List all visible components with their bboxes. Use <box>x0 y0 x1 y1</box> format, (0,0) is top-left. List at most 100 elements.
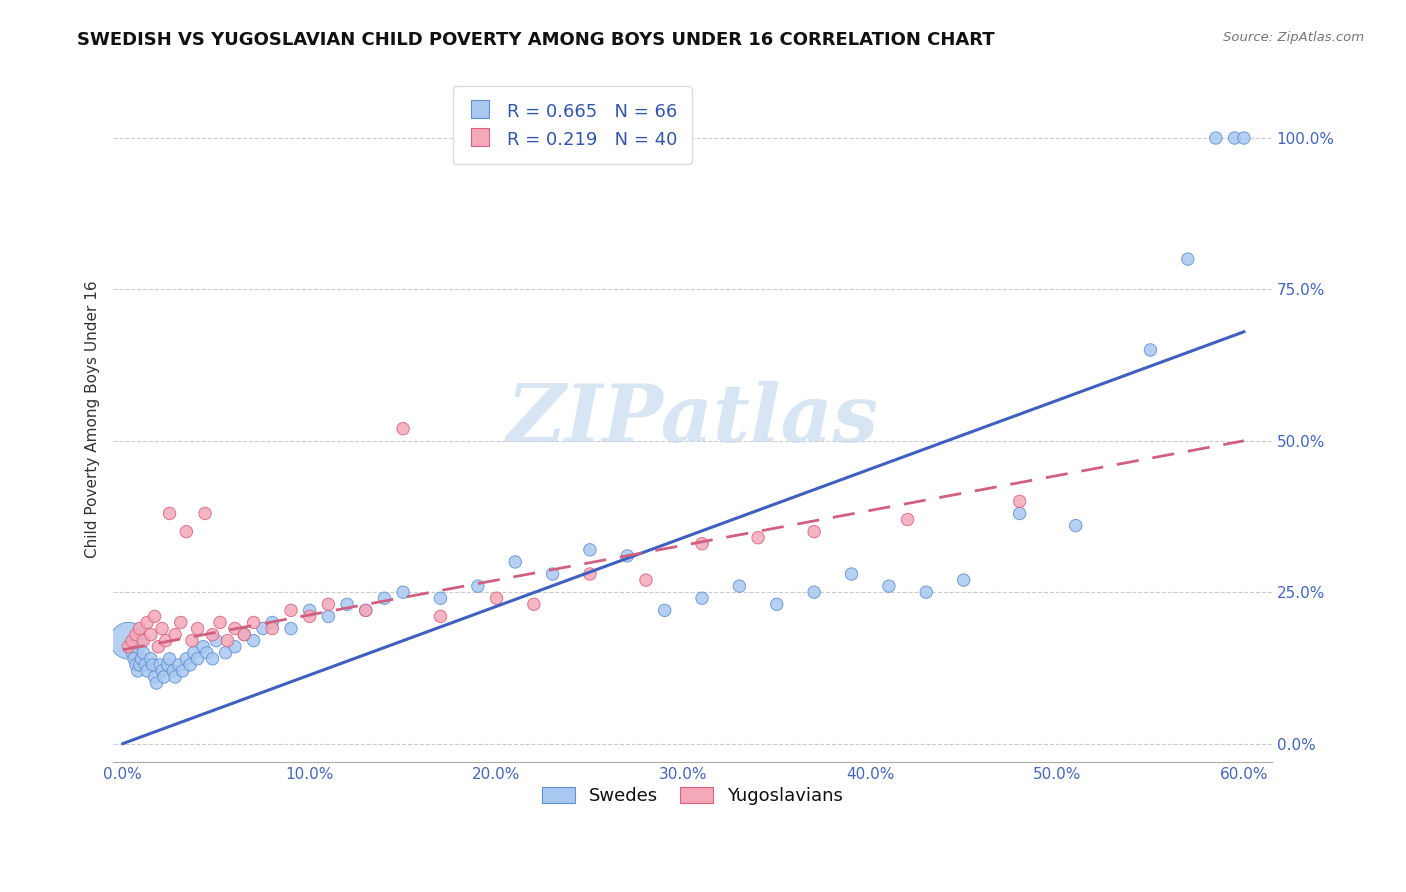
Point <box>429 591 451 606</box>
Point <box>1223 131 1246 145</box>
Point <box>155 633 177 648</box>
Point <box>131 652 153 666</box>
Point <box>132 633 155 648</box>
Text: Source: ZipAtlas.com: Source: ZipAtlas.com <box>1223 31 1364 45</box>
Point <box>148 640 170 654</box>
Point <box>153 670 176 684</box>
Point <box>1008 507 1031 521</box>
Point <box>252 622 274 636</box>
Point <box>162 664 184 678</box>
Point <box>205 633 228 648</box>
Point <box>150 622 173 636</box>
Point <box>318 609 340 624</box>
Point <box>354 603 377 617</box>
Point <box>176 652 198 666</box>
Text: ZIPatlas: ZIPatlas <box>506 381 879 458</box>
Point <box>208 615 231 630</box>
Point <box>1008 494 1031 508</box>
Point <box>150 664 173 678</box>
Point <box>156 657 179 672</box>
Point <box>392 585 415 599</box>
Point <box>298 603 321 617</box>
Point <box>373 591 395 606</box>
Point <box>877 579 900 593</box>
Y-axis label: Child Poverty Among Boys Under 16: Child Poverty Among Boys Under 16 <box>86 281 100 558</box>
Point <box>125 627 148 641</box>
Point <box>201 627 224 641</box>
Point <box>149 657 172 672</box>
Point <box>233 627 256 641</box>
Point <box>143 670 166 684</box>
Point <box>176 524 198 539</box>
Point <box>187 622 209 636</box>
Point <box>122 652 145 666</box>
Point <box>128 657 150 672</box>
Point <box>336 597 359 611</box>
Point <box>194 507 217 521</box>
Point <box>242 615 264 630</box>
Point <box>541 567 564 582</box>
Point <box>201 652 224 666</box>
Point <box>952 573 974 587</box>
Point <box>523 597 546 611</box>
Point <box>318 597 340 611</box>
Point <box>172 664 194 678</box>
Point <box>159 652 181 666</box>
Point <box>1205 131 1227 145</box>
Point <box>179 657 201 672</box>
Point <box>242 633 264 648</box>
Point <box>747 531 769 545</box>
Point <box>298 609 321 624</box>
Point <box>159 507 181 521</box>
Point <box>193 640 215 654</box>
Point <box>181 633 204 648</box>
Point <box>803 524 825 539</box>
Legend: Swedes, Yugoslavians: Swedes, Yugoslavians <box>533 778 852 814</box>
Point <box>262 615 284 630</box>
Point <box>467 579 489 593</box>
Point <box>214 646 236 660</box>
Point <box>167 657 190 672</box>
Point <box>187 652 209 666</box>
Point <box>136 615 159 630</box>
Point <box>165 627 187 641</box>
Point <box>128 622 150 636</box>
Point <box>233 627 256 641</box>
Point <box>139 627 162 641</box>
Point <box>503 555 526 569</box>
Point <box>896 512 918 526</box>
Point <box>765 597 787 611</box>
Point <box>142 657 165 672</box>
Point <box>1139 343 1161 357</box>
Point <box>841 567 863 582</box>
Point <box>125 657 148 672</box>
Point <box>485 591 508 606</box>
Point <box>354 603 377 617</box>
Point <box>634 573 657 587</box>
Point <box>690 591 713 606</box>
Point <box>165 670 187 684</box>
Point <box>217 633 239 648</box>
Point <box>280 603 302 617</box>
Point <box>183 646 205 660</box>
Point <box>392 422 415 436</box>
Point <box>139 652 162 666</box>
Text: SWEDISH VS YUGOSLAVIAN CHILD POVERTY AMONG BOYS UNDER 16 CORRELATION CHART: SWEDISH VS YUGOSLAVIAN CHILD POVERTY AMO… <box>77 31 995 49</box>
Point <box>579 567 602 582</box>
Point <box>803 585 825 599</box>
Point <box>280 622 302 636</box>
Point <box>429 609 451 624</box>
Point <box>127 664 149 678</box>
Point <box>121 633 143 648</box>
Point <box>224 640 246 654</box>
Point <box>262 622 284 636</box>
Point <box>195 646 218 660</box>
Point <box>224 622 246 636</box>
Point <box>132 646 155 660</box>
Point <box>579 542 602 557</box>
Point <box>616 549 638 563</box>
Point <box>136 664 159 678</box>
Point <box>728 579 751 593</box>
Point <box>1177 252 1199 266</box>
Point <box>117 640 139 654</box>
